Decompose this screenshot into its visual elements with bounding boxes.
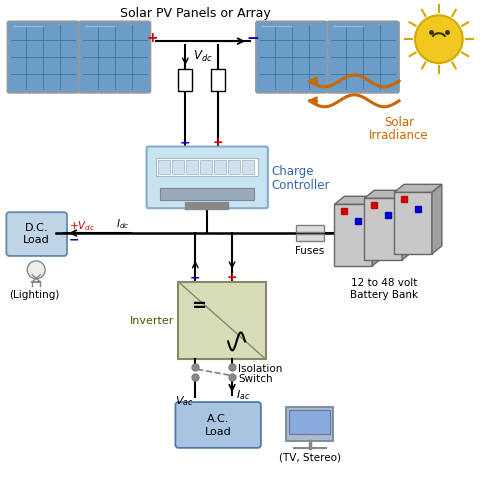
Text: =: = xyxy=(191,297,206,315)
Bar xyxy=(295,234,324,241)
Text: Load: Load xyxy=(23,235,50,245)
Bar xyxy=(178,69,192,91)
Bar xyxy=(160,188,254,200)
Text: Irradiance: Irradiance xyxy=(369,129,429,142)
Polygon shape xyxy=(372,197,382,266)
FancyBboxPatch shape xyxy=(7,21,79,93)
Bar xyxy=(228,161,240,174)
Text: 12 to 48 volt: 12 to 48 volt xyxy=(351,278,417,288)
Polygon shape xyxy=(394,184,442,192)
Text: $I_{ac}$: $I_{ac}$ xyxy=(236,388,250,402)
Bar xyxy=(394,192,432,254)
FancyBboxPatch shape xyxy=(6,212,67,256)
Text: Switch: Switch xyxy=(238,374,273,384)
Text: Solar: Solar xyxy=(384,116,414,129)
Text: D.C.: D.C. xyxy=(25,223,49,233)
Text: Inverter: Inverter xyxy=(130,316,174,326)
Bar xyxy=(211,69,225,91)
Bar xyxy=(158,161,171,174)
Text: $V_{dc}$: $V_{dc}$ xyxy=(193,48,213,63)
Text: A.C.: A.C. xyxy=(207,414,229,424)
Text: $V_{ac}$: $V_{ac}$ xyxy=(175,394,193,408)
Text: Charge: Charge xyxy=(272,165,314,178)
Bar xyxy=(334,204,372,266)
Bar xyxy=(173,161,184,174)
Bar xyxy=(289,410,330,434)
Text: Load: Load xyxy=(205,427,231,437)
Text: +: + xyxy=(147,31,158,45)
Text: $I_{dc}$: $I_{dc}$ xyxy=(116,217,129,231)
Text: −: − xyxy=(246,30,260,45)
Text: −: − xyxy=(180,136,191,149)
Text: +$V_{dc}$: +$V_{dc}$ xyxy=(69,219,95,233)
FancyBboxPatch shape xyxy=(256,21,328,93)
Bar xyxy=(295,225,324,232)
Polygon shape xyxy=(432,184,442,254)
Text: Battery Bank: Battery Bank xyxy=(350,290,418,300)
Bar xyxy=(286,407,333,441)
Polygon shape xyxy=(402,190,412,260)
FancyBboxPatch shape xyxy=(328,21,399,93)
Text: Solar PV Panels or Array: Solar PV Panels or Array xyxy=(120,7,271,20)
Text: +: + xyxy=(227,272,237,284)
Bar xyxy=(214,161,226,174)
Text: Isolation: Isolation xyxy=(238,364,282,374)
Bar xyxy=(156,158,258,176)
Text: Fuses: Fuses xyxy=(295,246,324,256)
Text: −: − xyxy=(190,272,201,284)
Circle shape xyxy=(27,261,45,279)
FancyBboxPatch shape xyxy=(79,21,151,93)
Bar xyxy=(364,198,402,260)
Polygon shape xyxy=(364,190,412,198)
Bar xyxy=(242,161,254,174)
Bar xyxy=(178,282,266,359)
Polygon shape xyxy=(334,197,382,204)
FancyBboxPatch shape xyxy=(175,402,261,448)
Bar xyxy=(186,161,198,174)
Text: Controller: Controller xyxy=(272,179,330,192)
Circle shape xyxy=(415,15,463,63)
Text: (TV, Stereo): (TV, Stereo) xyxy=(278,453,341,463)
Bar xyxy=(200,161,212,174)
Text: −: − xyxy=(69,233,80,246)
Text: +: + xyxy=(213,136,224,149)
FancyBboxPatch shape xyxy=(147,147,268,208)
Text: (Lighting): (Lighting) xyxy=(9,290,60,300)
